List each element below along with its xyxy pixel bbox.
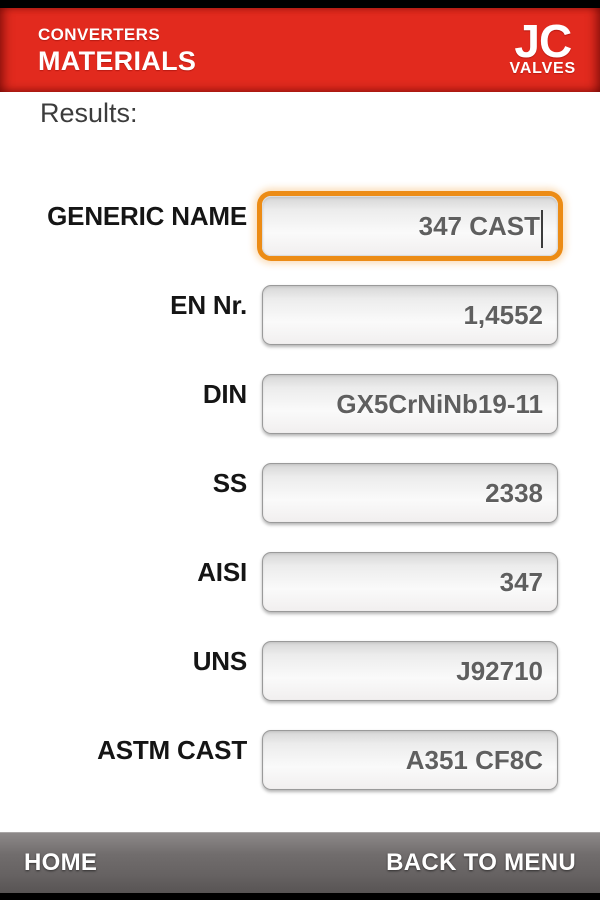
ss-value: 2338: [485, 477, 543, 508]
header-titles: CONVERTERS MATERIALS: [0, 26, 196, 75]
form-row-astm-cast: ASTM CAST A351 CF8C: [0, 730, 600, 792]
generic-name-input[interactable]: 347 CAST: [262, 196, 558, 256]
jc-valves-logo: JC VALVES: [509, 14, 600, 78]
conversion-results-form: GENERIC NAME 347 CAST EN Nr. 1,4552 DIN …: [0, 196, 600, 819]
ss-label: SS: [212, 468, 247, 498]
form-row-generic-name: GENERIC NAME 347 CAST: [0, 196, 600, 258]
bottom-nav-bar: HOME BACK TO MENU: [0, 832, 600, 893]
din-input[interactable]: GX5CrNiNb19-11: [262, 374, 558, 434]
en-nr-value: 1,4552: [463, 299, 543, 330]
form-row-uns: UNS J92710: [0, 641, 600, 703]
uns-input[interactable]: J92710: [262, 641, 558, 701]
astm-cast-input[interactable]: A351 CF8C: [262, 730, 558, 790]
en-nr-input[interactable]: 1,4552: [262, 285, 558, 345]
aisi-value: 347: [499, 566, 543, 597]
din-value: GX5CrNiNb19-11: [336, 388, 543, 419]
form-row-aisi: AISI 347: [0, 552, 600, 614]
generic-name-value: 347 CAST: [418, 210, 540, 241]
aisi-label: AISI: [197, 557, 247, 587]
form-row-en-nr: EN Nr. 1,4552: [0, 285, 600, 347]
results-page: Results: GENERIC NAME 347 CAST EN Nr. 1,…: [0, 92, 600, 832]
generic-name-label: GENERIC NAME: [47, 201, 247, 231]
device-bottom-strip: [0, 893, 600, 900]
astm-cast-label: ASTM CAST: [97, 735, 247, 765]
text-cursor: [541, 210, 543, 248]
back-to-menu-button[interactable]: BACK TO MENU: [386, 849, 576, 876]
aisi-input[interactable]: 347: [262, 552, 558, 612]
device-top-strip: [0, 0, 600, 8]
din-label: DIN: [202, 379, 247, 409]
astm-cast-value: A351 CF8C: [405, 744, 543, 775]
ss-input[interactable]: 2338: [262, 463, 558, 523]
uns-label: UNS: [192, 646, 247, 676]
app-header: CONVERTERS MATERIALS JC VALVES: [0, 8, 600, 92]
home-button[interactable]: HOME: [24, 849, 98, 876]
logo-jc-text: JC: [514, 14, 572, 67]
en-nr-label: EN Nr.: [170, 290, 247, 320]
uns-value: J92710: [456, 655, 543, 686]
form-row-ss: SS 2338: [0, 463, 600, 525]
header-subtitle: CONVERTERS: [38, 24, 161, 44]
logo-valves-text: VALVES: [509, 60, 576, 78]
results-heading: Results:: [40, 98, 138, 128]
header-title: MATERIALS: [38, 45, 197, 76]
form-row-din: DIN GX5CrNiNb19-11: [0, 374, 600, 436]
